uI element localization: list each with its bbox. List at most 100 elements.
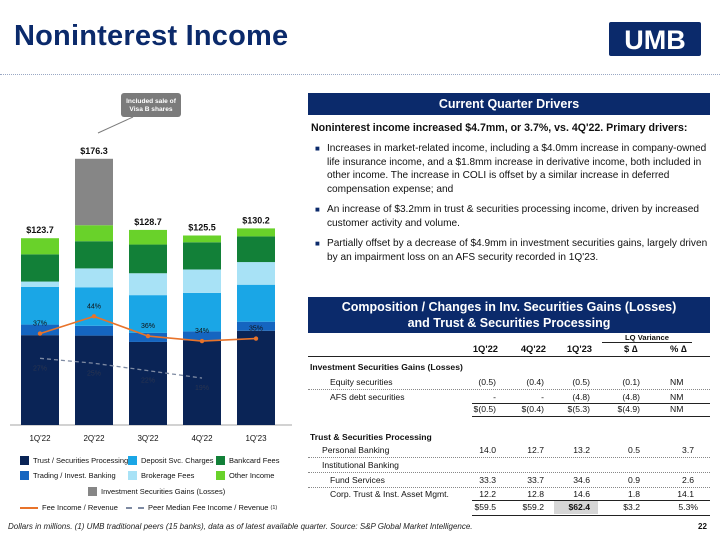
bar-segment <box>75 225 113 242</box>
section-title: Investment Securities Gains (Losses) <box>310 362 463 372</box>
legend-label: Fee Income / Revenue <box>42 503 118 512</box>
bar-segment <box>183 269 221 293</box>
fee-ratio-label: 37% <box>33 321 47 328</box>
bar-segment <box>75 287 113 326</box>
bar-total-label: $125.5 <box>188 222 216 232</box>
bullet-icon: ■ <box>315 239 320 248</box>
cell: 12.7 <box>527 445 544 455</box>
subtotal-cell: NM <box>670 404 684 414</box>
cell: 0.9 <box>628 475 640 485</box>
noninterest-income-chart: 1Q'22 $123.7 2Q'22 $176.3 3Q'22 $128.7 4Q'22 $1… <box>0 78 300 453</box>
cell: - <box>493 392 496 402</box>
bar-segment <box>21 286 59 325</box>
bar-segment <box>237 262 275 285</box>
umb-logo: UMB <box>609 22 701 56</box>
cell: 14.6 <box>573 489 590 499</box>
bar-segment <box>75 335 113 425</box>
bar-segment <box>75 241 113 269</box>
bar-segment <box>183 242 221 270</box>
cell: 1.8 <box>628 489 640 499</box>
peer-ratio-label: 27% <box>33 365 47 372</box>
bar-segment <box>129 295 167 333</box>
legend-swatch <box>216 471 225 480</box>
bar-segment <box>129 273 167 296</box>
cell: (4.8) <box>622 392 640 402</box>
bar-total-label: $176.3 <box>80 146 108 156</box>
cell: NM <box>670 377 684 387</box>
bar-segment <box>183 235 221 243</box>
cell: 0.5 <box>628 445 640 455</box>
driver-bullet: ■ Increases in market-related income, inc… <box>311 142 709 196</box>
composition-header: Composition / Changes in Inv. Securities… <box>308 297 710 333</box>
cell: (0.5) <box>478 377 496 387</box>
chart-legend: Trust / Securities Processing Deposit Sv… <box>20 456 305 512</box>
cell: 34.6 <box>573 475 590 485</box>
callout-text: Included sale of <box>126 98 177 105</box>
row-label: Institutional Banking <box>322 460 399 470</box>
peer-ratio-label: 19% <box>195 385 209 392</box>
legend-item-deposit: Deposit Svc. Charges <box>128 456 214 465</box>
bar-segment <box>183 331 221 341</box>
x-tick-label: 1Q'22 <box>29 434 51 443</box>
bar-segment <box>21 238 59 255</box>
legend-item-fee-ratio: Fee Income / Revenue <box>20 503 118 512</box>
bar-segment <box>75 158 113 226</box>
page-title: Noninterest Income <box>14 20 289 52</box>
title-divider <box>0 74 720 75</box>
col-header: 1Q'22 <box>472 343 498 354</box>
legend-superscript: (1) <box>270 504 278 511</box>
drivers-header: Current Quarter Drivers <box>308 93 710 115</box>
col-header: 1Q'23 <box>566 343 592 354</box>
bar-segment <box>21 324 59 336</box>
cell: - <box>541 392 544 402</box>
cell: (0.1) <box>622 377 640 387</box>
composition-table: LQ Variance 1Q'22 4Q'22 1Q'23 $ ∆ % ∆ In… <box>308 333 710 519</box>
bar-segment <box>129 341 167 425</box>
subtotal-rule <box>472 416 710 417</box>
cell: 14.0 <box>479 445 496 455</box>
subtotal-cell: $(0.4) <box>521 404 544 414</box>
x-tick-label: 4Q'22 <box>191 434 213 443</box>
legend-label: Brokerage Fees <box>141 471 195 480</box>
drivers-list: ■ Increases in market-related income, inc… <box>311 142 709 271</box>
fee-ratio-label: 36% <box>141 323 155 330</box>
header-rule <box>308 356 710 357</box>
legend-item-brokerage: Brokerage Fees <box>128 471 194 480</box>
fee-ratio-label: 44% <box>87 303 101 310</box>
subtotal-rule <box>472 403 710 404</box>
callout-text: Visa B shares <box>129 106 172 113</box>
legend-swatch <box>20 456 29 465</box>
fee-ratio-label: 35% <box>249 326 263 333</box>
cell: (4.8) <box>572 392 590 402</box>
legend-item-peer-ratio: Peer Median Fee Income / Revenue (1) <box>126 503 277 512</box>
legend-line <box>20 506 38 509</box>
bar-segment <box>21 254 59 282</box>
bar-segment <box>75 268 113 288</box>
legend-item-other: Other Income <box>216 471 274 480</box>
variance-label: LQ Variance <box>625 333 669 342</box>
legend-line <box>126 506 144 509</box>
cell: 2.6 <box>682 475 694 485</box>
bar-segment <box>21 335 59 425</box>
row-label: Fund Services <box>330 475 385 485</box>
legend-label: Bankcard Fees <box>229 456 280 465</box>
row-divider <box>308 487 710 488</box>
peer-ratio-label: 22% <box>141 378 155 385</box>
legend-item-trust: Trust / Securities Processing <box>20 456 128 465</box>
total-rule <box>472 500 710 501</box>
fee-ratio-point <box>37 331 43 336</box>
total-cell: $59.2 <box>522 502 544 512</box>
driver-bullet: ■ An increase of $3.2mm in trust & securi… <box>311 203 709 230</box>
total-cell: $62.4 <box>568 502 590 512</box>
x-tick-label: 2Q'22 <box>83 434 105 443</box>
cell: 33.3 <box>479 475 496 485</box>
total-cell: 5.3% <box>678 502 698 512</box>
bar-segment <box>21 281 59 287</box>
legend-item-trading: Trading / Invest. Banking <box>20 471 116 480</box>
row-label: Equity securities <box>330 377 393 387</box>
x-tick-label: 1Q'23 <box>245 434 267 443</box>
variance-underline <box>602 342 692 343</box>
row-divider <box>308 389 710 390</box>
peer-ratio-line <box>39 357 203 379</box>
logo-text: UMB <box>624 25 686 55</box>
